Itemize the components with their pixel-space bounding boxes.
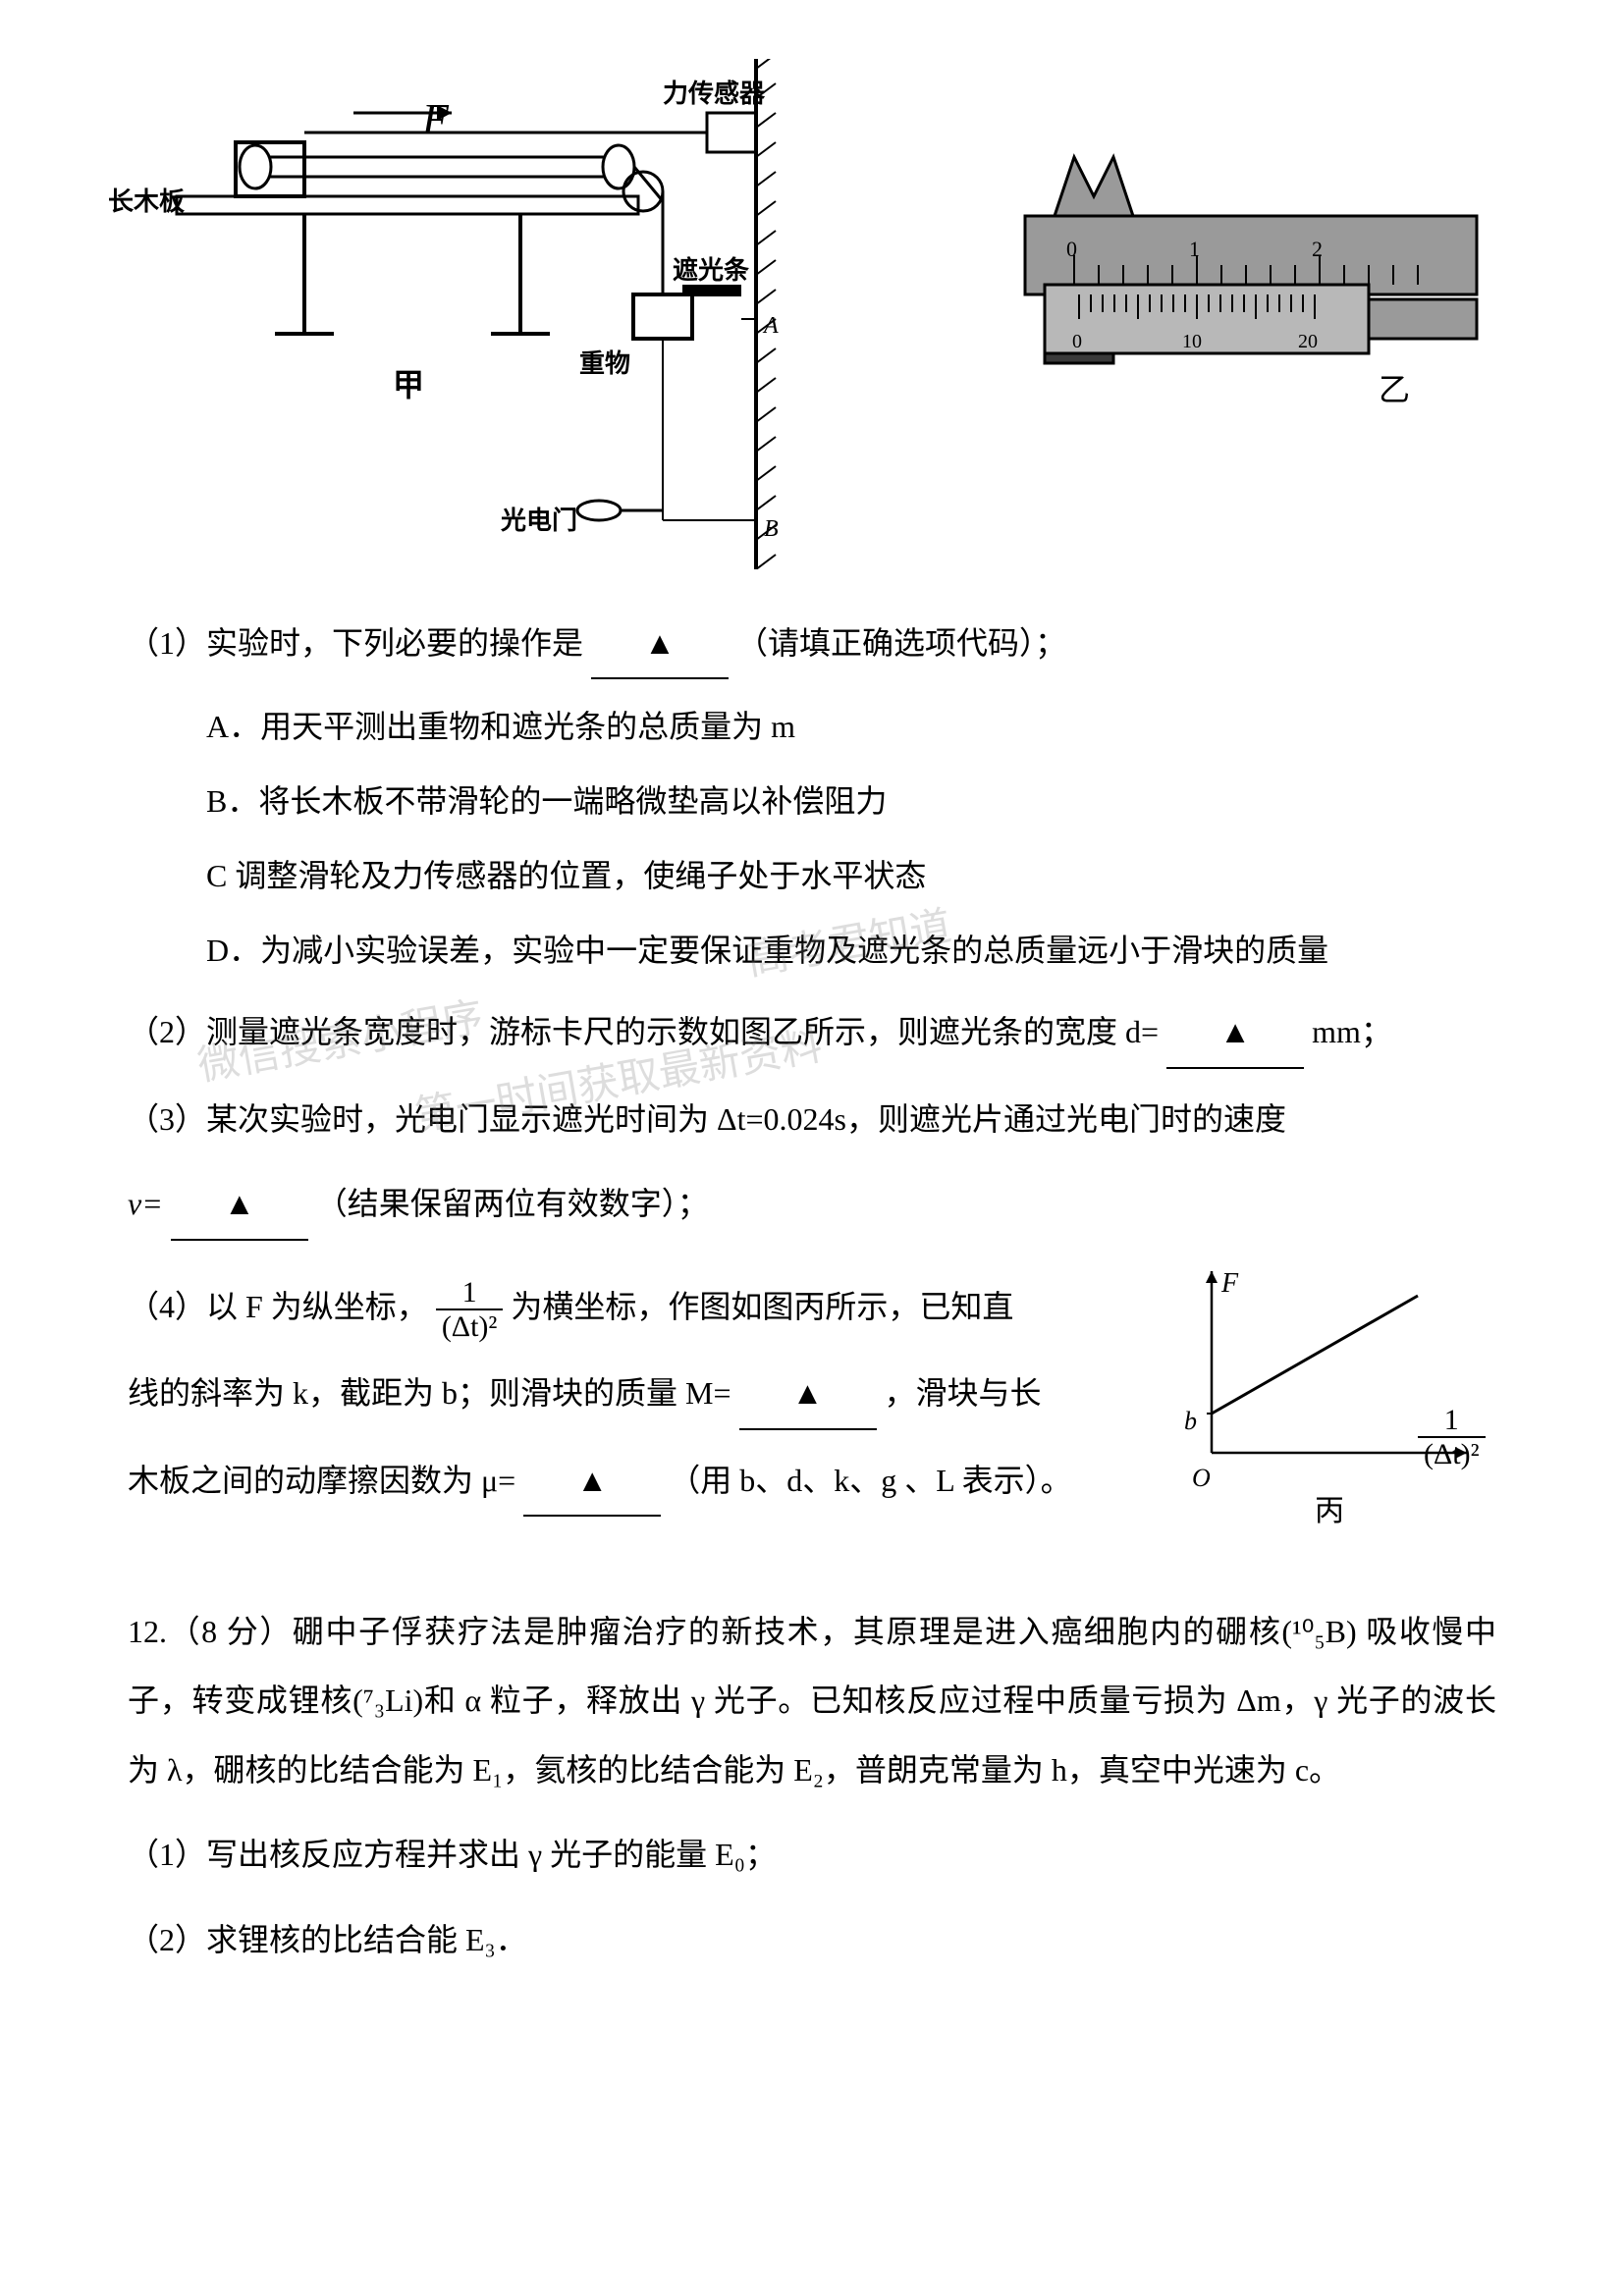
spacer <box>128 1532 1496 1581</box>
q4-part1: （4）以 F 为纵坐标， 1 (Δt)² 为横坐标，作图如图丙所示，已知直 <box>128 1272 1143 1344</box>
q1-opt-b: B．将长木板不带滑轮的一端略微垫高以补偿阻力 <box>206 770 1496 832</box>
bing-x-num: 1 <box>1418 1404 1486 1438</box>
q1-suffix: （请填正确选项代码）； <box>736 625 1066 661</box>
q4-text: （4）以 F 为纵坐标， 1 (Δt)² 为横坐标，作图如图丙所示，已知直 线的… <box>128 1256 1143 1532</box>
q3-blank: ▲ <box>224 1186 255 1221</box>
q2-blank: ▲ <box>1219 1014 1251 1049</box>
q12-sub2: （2）求锂核的比结合能 E₃． <box>128 1905 1496 1974</box>
q4-p3-suffix: （用 b、d、k、g 、L 表示）。 <box>669 1463 1071 1498</box>
q4-frac: 1 (Δt)² <box>436 1276 504 1343</box>
bing-intercept: b <box>1184 1396 1197 1447</box>
figure-jia: F 力传感器 长木板 遮光条 重物 光电门 A B 甲 <box>128 59 835 569</box>
figure-yi: 0 1 2 0 10 20 乙 <box>986 137 1496 412</box>
q1-opt-a: A．用天平测出重物和遮光条的总质量为 m <box>206 695 1496 758</box>
label-block: 长木板 <box>108 177 185 228</box>
figure-yi-svg <box>986 137 1496 412</box>
figure-bing: F b O 1 (Δt)² 丙 <box>1163 1256 1496 1512</box>
bing-x-den: (Δt)² <box>1418 1438 1486 1470</box>
q1-blank: ▲ <box>644 625 676 661</box>
q3-line2: v= ▲ （结果保留两位有效数字）； <box>128 1169 1496 1240</box>
q4-part2: 线的斜率为 k，截距为 b；则滑块的质量 M= ▲ ，滑块与长 <box>128 1359 1143 1429</box>
q4-p3-prefix: 木板之间的动摩擦因数为 μ= <box>128 1463 515 1498</box>
figure-row: F 力传感器 长木板 遮光条 重物 光电门 A B 甲 <box>128 59 1496 569</box>
q3-prefix: v= <box>128 1186 163 1221</box>
q2-suffix: mm； <box>1312 1014 1392 1049</box>
q3-suffix: （结果保留两位有效数字）； <box>316 1186 709 1221</box>
q3-line1: （3）某次实验时，光电门显示遮光时间为 Δt=0.024s，则遮光片通过光电门时… <box>128 1085 1496 1153</box>
figure-jia-svg <box>128 59 835 569</box>
q1-stem: （1）实验时，下列必要的操作是 ▲ （请填正确选项代码）； <box>128 609 1496 679</box>
q4-p1-suffix: 为横坐标，作图如图丙所示，已知直 <box>511 1289 1013 1324</box>
caption-bing: 丙 <box>1315 1482 1344 1541</box>
main-scale-2: 2 <box>1312 228 1323 271</box>
vernier-10: 10 <box>1182 322 1202 361</box>
q4-frac-num: 1 <box>436 1276 504 1310</box>
q2-line: （2）测量遮光条宽度时，游标卡尺的示数如图乙所示，则遮光条的宽度 d= ▲ mm… <box>128 997 1496 1068</box>
q2-prefix: （2）测量遮光条宽度时，游标卡尺的示数如图乙所示，则遮光条的宽度 d= <box>128 1014 1159 1049</box>
bing-x-axis: 1 (Δt)² <box>1418 1404 1486 1470</box>
q1-prefix: （1）实验时，下列必要的操作是 <box>128 625 583 661</box>
q4-block: （4）以 F 为纵坐标， 1 (Δt)² 为横坐标，作图如图丙所示，已知直 线的… <box>128 1256 1496 1532</box>
q4-frac-den: (Δt)² <box>436 1310 504 1343</box>
q1-opt-c: C 调整滑轮及力传感器的位置，使绳子处于水平状态 <box>206 844 1496 907</box>
q4-p2-prefix: 线的斜率为 k，截距为 b；则滑块的质量 M= <box>128 1375 731 1411</box>
label-gate: 光电门 <box>501 496 577 547</box>
q4-blank2: ▲ <box>576 1463 608 1498</box>
caption-yi: 乙 <box>1379 358 1410 421</box>
q4-p2-mid: ，滑块与长 <box>885 1375 1042 1411</box>
vernier-20: 20 <box>1298 322 1318 361</box>
q12-sub1: （1）写出核反应方程并求出 γ 光子的能量 E₀； <box>128 1820 1496 1889</box>
q4-blank1: ▲ <box>792 1375 824 1411</box>
label-sensor: 力传感器 <box>663 69 765 120</box>
label-weight: 重物 <box>579 339 630 390</box>
q12-stem: 12.（8 分）硼中子俘获疗法是肿瘤治疗的新技术，其原理是进入癌细胞内的硼核(¹… <box>128 1597 1496 1804</box>
marker-a: A <box>764 302 779 349</box>
bing-origin: O <box>1192 1453 1211 1504</box>
vernier-0: 0 <box>1072 322 1082 361</box>
q1-opt-d: D．为减小实验误差，实验中一定要保证重物及遮光条的总质量远小于滑块的质量 <box>206 919 1496 982</box>
bing-y-axis: F <box>1221 1256 1238 1311</box>
marker-b: B <box>764 506 779 553</box>
caption-jia: 甲 <box>393 353 424 416</box>
q4-part3: 木板之间的动摩擦因数为 μ= ▲ （用 b、d、k、g 、L 表示）。 <box>128 1446 1143 1517</box>
main-scale-1: 1 <box>1189 228 1200 271</box>
label-force: F <box>422 77 449 163</box>
label-strip: 遮光条 <box>673 245 749 296</box>
q4-p1-prefix: （4）以 F 为纵坐标， <box>128 1289 428 1324</box>
main-scale-0: 0 <box>1066 228 1077 271</box>
